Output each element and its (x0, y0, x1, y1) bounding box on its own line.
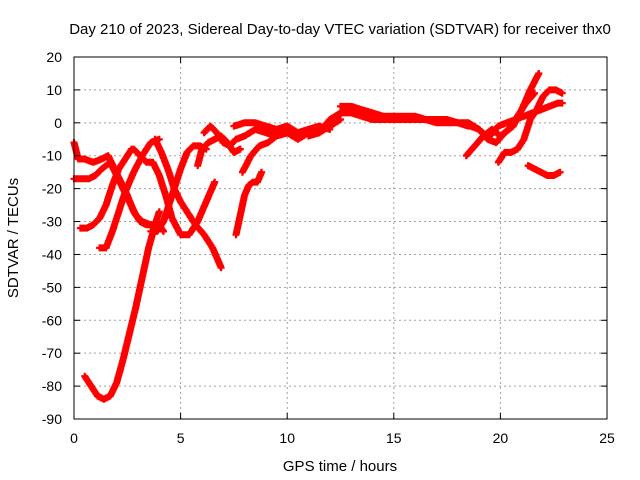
series-markers (486, 99, 566, 140)
y-tick-label: 10 (46, 82, 62, 98)
x-tick-label: 20 (493, 430, 509, 446)
series-markers (467, 70, 543, 147)
y-tick-label: -90 (42, 411, 62, 427)
series-arc-18 (494, 86, 566, 166)
series-arc-19 (486, 99, 566, 140)
series-arc-13 (230, 119, 334, 137)
series-markers (76, 145, 136, 232)
series-arc-17 (467, 70, 543, 147)
y-tick-label: -30 (42, 214, 62, 230)
y-tick-label: 0 (54, 115, 62, 131)
series-arc-4 (76, 145, 136, 232)
y-axis-label: SDTVAR / TECUs (5, 178, 22, 298)
tick-labels-layer: 0 5 10 15 20 25 20 10 0 -10 -20 -30 -40 -50 -60 -70 -80 -… (42, 49, 615, 446)
series-markers (81, 208, 163, 403)
series-markers (232, 168, 266, 239)
series-markers (494, 86, 566, 166)
y-tick-label: -40 (42, 246, 62, 262)
x-tick-label: 15 (386, 430, 402, 446)
y-tick-label: 20 (46, 49, 62, 65)
ticks-layer (73, 56, 608, 420)
plot-frame (73, 56, 608, 420)
y-tick-label: -80 (42, 378, 62, 394)
x-tick-label: 25 (599, 430, 615, 446)
y-tick-label: -20 (42, 181, 62, 197)
y-tick-label: -60 (42, 312, 62, 328)
x-tick-label: 10 (279, 430, 295, 446)
x-tick-label: 0 (70, 430, 78, 446)
series-markers (147, 142, 210, 235)
series-arc-1 (81, 208, 163, 403)
y-tick-label: -70 (42, 345, 62, 361)
data-marks-layer (70, 70, 566, 403)
y-tick-label: -10 (42, 148, 62, 164)
x-axis-label: GPS time / hours (283, 458, 397, 475)
series-markers (524, 162, 564, 179)
x-tick-label: 5 (177, 430, 185, 446)
series-arc-8 (147, 142, 210, 235)
y-tick-label: -50 (42, 279, 62, 295)
chart-title: Day 210 of 2023, Sidereal Day-to-day VTE… (69, 21, 611, 38)
series-arc-20 (524, 162, 564, 179)
series-arc-11 (232, 168, 266, 239)
